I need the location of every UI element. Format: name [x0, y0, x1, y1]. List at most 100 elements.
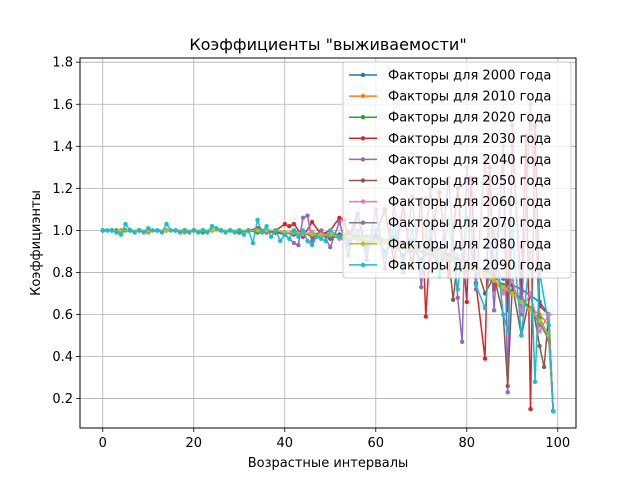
legend-marker: [360, 220, 366, 225]
data-point: [519, 299, 524, 305]
data-point: [337, 234, 342, 239]
data-point: [291, 240, 297, 246]
data-point: [168, 228, 174, 233]
data-point: [450, 297, 456, 302]
data-point: [173, 228, 178, 233]
data-point: [250, 240, 256, 246]
legend-marker: [360, 199, 366, 204]
legend-marker: [360, 72, 366, 78]
data-point: [537, 329, 542, 334]
data-point: [537, 318, 542, 323]
data-point: [551, 409, 556, 414]
data-point: [314, 234, 319, 239]
data-point: [209, 228, 215, 233]
data-point: [123, 221, 128, 227]
data-point: [255, 217, 260, 223]
data-point: [328, 228, 333, 233]
data-point: [223, 230, 228, 235]
data-point: [491, 308, 497, 313]
data-point: [291, 221, 297, 227]
data-point: [100, 228, 106, 233]
data-point: [200, 228, 206, 233]
data-point: [423, 314, 428, 319]
data-point: [141, 230, 146, 235]
y-tick-label: 0.4: [52, 350, 73, 365]
legend-label: Факторы для 2020 года: [388, 111, 551, 126]
legend-label: Факторы для 2040 года: [388, 153, 551, 168]
data-point: [519, 308, 524, 313]
data-point: [246, 228, 251, 233]
data-point: [510, 278, 515, 283]
data-point: [296, 242, 301, 248]
y-tick-label: 1.8: [52, 56, 73, 71]
data-point: [196, 230, 201, 235]
data-point: [218, 228, 224, 233]
data-point: [287, 224, 292, 229]
data-point: [328, 245, 333, 250]
data-point: [159, 230, 165, 235]
legend-label: Факторы для 2090 года: [388, 258, 551, 273]
legend-marker: [360, 241, 366, 246]
data-point: [259, 230, 265, 235]
legend: Факторы для 2000 года Факторы для 2010 го…: [342, 61, 572, 279]
data-point: [501, 312, 506, 317]
legend-label: Факторы для 2030 года: [388, 132, 551, 147]
data-point: [305, 238, 310, 244]
data-point: [291, 228, 297, 233]
data-point: [205, 230, 210, 235]
data-point: [501, 291, 506, 296]
data-point: [232, 230, 237, 235]
x-tick-label: 40: [276, 436, 293, 451]
data-point: [109, 228, 115, 233]
legend-marker: [360, 136, 366, 141]
data-point: [127, 228, 133, 233]
data-point: [296, 234, 301, 239]
x-tick-label: 0: [99, 436, 107, 451]
legend-marker: [360, 115, 366, 120]
data-point: [501, 284, 506, 290]
data-point: [309, 219, 315, 225]
data-point: [300, 228, 306, 233]
data-point: [282, 232, 287, 237]
data-point: [309, 242, 315, 248]
data-point: [268, 234, 274, 239]
legend-marker: [360, 178, 366, 183]
data-point: [537, 343, 542, 349]
data-point: [209, 224, 215, 229]
data-point: [305, 213, 310, 218]
y-tick-label: 1.2: [52, 182, 73, 197]
data-point: [287, 236, 292, 241]
data-point: [323, 238, 328, 244]
data-point: [278, 238, 283, 244]
data-point: [491, 278, 497, 283]
data-point: [273, 228, 278, 233]
data-point: [137, 228, 142, 233]
data-point: [455, 287, 460, 292]
data-point: [177, 230, 183, 235]
data-point: [182, 228, 187, 233]
data-point: [532, 379, 538, 384]
data-point: [464, 299, 469, 305]
legend-marker: [360, 157, 366, 162]
chart-title: Коэффициенты "выживаемости": [189, 35, 466, 54]
data-point: [132, 230, 137, 235]
data-point: [460, 339, 465, 344]
data-point: [164, 221, 169, 227]
data-point: [473, 282, 479, 288]
data-point: [255, 228, 260, 233]
data-point: [309, 232, 315, 237]
data-point: [337, 215, 342, 220]
legend-label: Факторы для 2080 года: [388, 237, 551, 252]
legend-box: [342, 61, 572, 279]
data-point: [505, 390, 510, 395]
y-axis-ticks: 0.2 0.4 0.6 0.8 1.0 1.2 1.4 1.6 1.8: [52, 56, 80, 407]
data-point: [228, 228, 233, 233]
y-tick-label: 1.6: [52, 98, 73, 113]
data-point: [191, 228, 196, 233]
x-tick-label: 20: [185, 436, 202, 451]
y-tick-label: 0.2: [52, 392, 73, 407]
legend-label: Факторы для 2070 года: [388, 216, 551, 231]
data-point: [146, 226, 151, 231]
